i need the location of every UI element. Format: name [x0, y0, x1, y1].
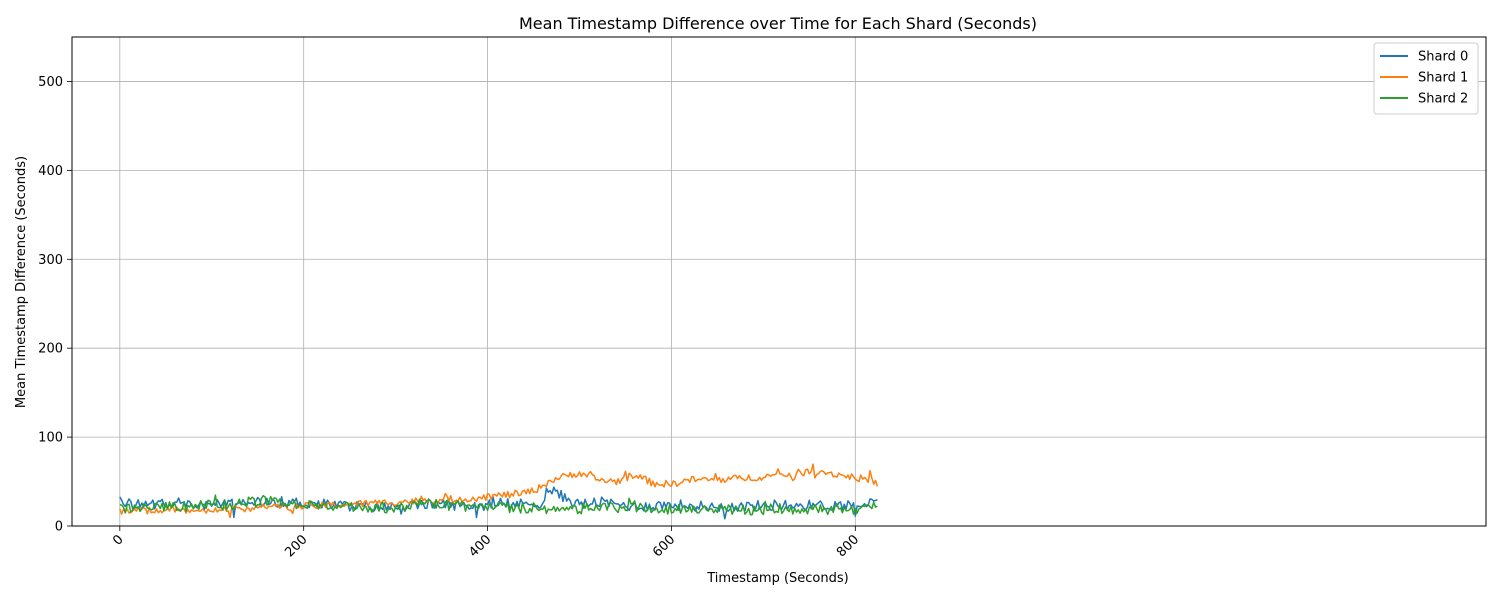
series-line-shard-0: [119, 486, 878, 520]
series-line-shard-1: [119, 463, 879, 519]
y-tick-label: 400: [38, 164, 63, 179]
legend: Shard 0 Shard 1 Shard 2: [1373, 42, 1479, 115]
legend-label: Shard 0: [1418, 50, 1468, 65]
y-tick-label: 500: [38, 75, 63, 90]
legend-label: Shard 2: [1418, 92, 1468, 107]
y-tick-label: 200: [38, 342, 63, 357]
x-tick-label: 400: [466, 532, 494, 560]
y-tick-label: 100: [38, 431, 63, 446]
grid: [72, 37, 1486, 527]
y-axis: 0 100 200 300 400 500: [38, 75, 72, 535]
plot-frame: [71, 36, 1487, 527]
x-tick-label: 0: [110, 532, 126, 548]
chart-title: Mean Timestamp Difference over Time for …: [519, 14, 1037, 33]
y-axis-title: Mean Timestamp Difference (Seconds): [14, 156, 29, 408]
x-tick-label: 800: [834, 532, 862, 560]
x-axis-title: Timestamp (Seconds): [706, 571, 848, 586]
x-tick-label: 600: [650, 532, 678, 560]
series-layer: [119, 463, 879, 520]
series-line-shard-2: [119, 494, 878, 516]
y-tick-label: 300: [38, 253, 63, 268]
legend-box: [1373, 42, 1479, 115]
x-axis: 0 200 400 600 800: [110, 526, 862, 560]
x-tick-label: 200: [282, 532, 310, 560]
legend-label: Shard 1: [1418, 71, 1468, 86]
y-tick-label: 0: [55, 520, 63, 535]
